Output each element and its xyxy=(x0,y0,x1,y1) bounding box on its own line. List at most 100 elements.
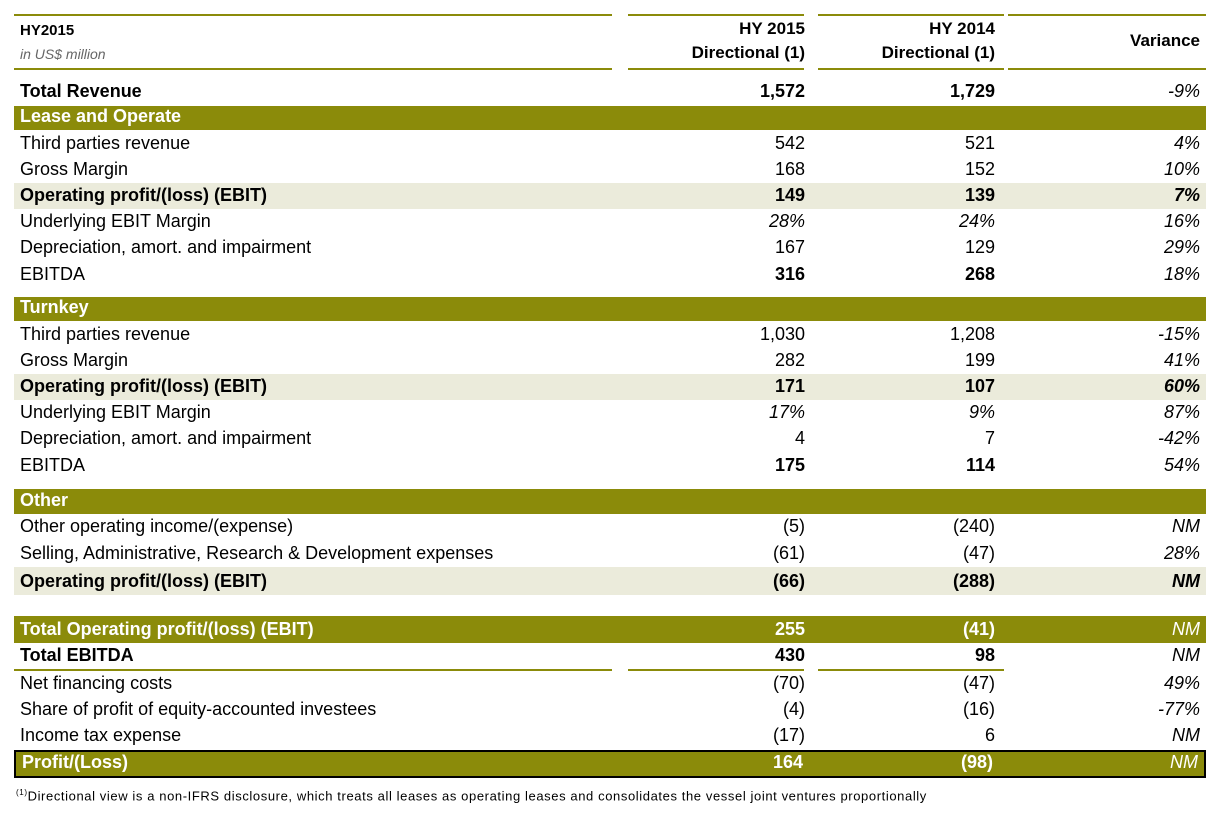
row-label: Total EBITDA xyxy=(20,645,134,665)
row-label: Depreciation, amort. and impairment xyxy=(20,237,312,257)
value-variance: 49% xyxy=(1163,673,1200,693)
value-variance: 16% xyxy=(1163,211,1200,231)
value-hy2014: 199 xyxy=(964,350,995,370)
row-label: Profit/(Loss) xyxy=(22,752,128,772)
row-label: Total Operating profit/(loss) (EBIT) xyxy=(20,619,314,639)
value-hy2014: 1,208 xyxy=(949,324,995,344)
value-hy2015: 168 xyxy=(774,159,805,179)
row-label: Share of profit of equity-accounted inve… xyxy=(20,699,377,719)
row-tk-depreciation: Depreciation, amort. and impairment 4 7 … xyxy=(14,426,1206,452)
value-variance: 4% xyxy=(1173,133,1200,153)
value-hy2015: 255 xyxy=(774,619,805,639)
value-variance: -77% xyxy=(1157,699,1200,719)
row-total-ebitda: Total EBITDA 430 98 NM xyxy=(14,644,1206,669)
section-turnkey: Turnkey xyxy=(14,297,1206,321)
value-hy2014: 107 xyxy=(964,376,995,396)
value-variance: 7% xyxy=(1173,185,1200,205)
value-hy2014: (98) xyxy=(960,752,993,772)
column-header-line: Directional (1) xyxy=(691,43,805,62)
value-variance: 54% xyxy=(1163,455,1200,475)
table-units: in US$ million xyxy=(20,46,106,62)
row-label: Other operating income/(expense) xyxy=(20,516,294,536)
section-other: Other xyxy=(14,489,1206,514)
row-lo-ebit: Operating profit/(loss) (EBIT) 149 139 7… xyxy=(14,183,1206,209)
row-lo-ebit-margin: Underlying EBIT Margin 28% 24% 16% xyxy=(14,209,1206,235)
value-hy2014: 139 xyxy=(964,185,995,205)
column-header-line: Directional (1) xyxy=(881,43,995,62)
footnote-text: Directional view is a non-IFRS disclosur… xyxy=(27,788,927,804)
value-variance: NM xyxy=(1172,619,1200,639)
value-hy2014: 98 xyxy=(974,645,995,665)
value-hy2015: (5) xyxy=(783,516,805,536)
row-lo-ebitda: EBITDA 316 268 18% xyxy=(14,261,1206,288)
value-hy2014: 152 xyxy=(964,159,995,179)
value-hy2014: 521 xyxy=(964,133,995,153)
row-label: EBITDA xyxy=(20,264,86,284)
value-hy2014: (47) xyxy=(962,673,995,693)
value-hy2015: 28% xyxy=(768,211,805,231)
value-hy2014: 1,729 xyxy=(949,81,995,101)
value-variance: 60% xyxy=(1163,376,1200,396)
row-label: EBITDA xyxy=(20,455,86,475)
value-variance: NM xyxy=(1172,571,1200,591)
total-ebitda-underline xyxy=(818,669,1004,671)
value-hy2014: 7 xyxy=(984,428,995,448)
value-hy2015: 1,030 xyxy=(759,324,805,344)
value-hy2015: (70) xyxy=(772,673,805,693)
row-net-financing-costs: Net financing costs (70) (47) 49% xyxy=(14,671,1206,697)
row-other-ebit: Operating profit/(loss) (EBIT) (66) (288… xyxy=(14,567,1206,595)
header-rule xyxy=(14,14,612,16)
row-label: Gross Margin xyxy=(20,350,129,370)
value-hy2015: 164 xyxy=(772,752,803,772)
value-variance: 29% xyxy=(1163,237,1200,257)
column-header-hy2015: HY 2015 Directional (1) xyxy=(692,17,805,65)
column-header-hy2014: HY 2014 Directional (1) xyxy=(882,17,995,65)
row-total-ebit: Total Operating profit/(loss) (EBIT) 255… xyxy=(14,616,1206,643)
value-hy2015: 149 xyxy=(774,185,805,205)
value-variance: 87% xyxy=(1163,402,1200,422)
value-variance: NM xyxy=(1170,752,1198,772)
row-lo-third-parties-revenue: Third parties revenue 542 521 4% xyxy=(14,131,1206,157)
section-label: Lease and Operate xyxy=(20,106,182,126)
value-variance: -42% xyxy=(1157,428,1200,448)
value-hy2014: (16) xyxy=(962,699,995,719)
value-hy2015: 171 xyxy=(774,376,805,396)
header-rule xyxy=(818,68,1004,70)
section-lease-and-operate: Lease and Operate xyxy=(14,106,1206,130)
value-variance: 10% xyxy=(1163,159,1200,179)
value-hy2015: 316 xyxy=(774,264,805,284)
row-label: Income tax expense xyxy=(20,725,182,745)
row-lo-gross-margin: Gross Margin 168 152 10% xyxy=(14,157,1206,183)
value-hy2015: 175 xyxy=(774,455,805,475)
value-hy2015: (17) xyxy=(772,725,805,745)
row-label: Third parties revenue xyxy=(20,133,191,153)
row-tk-ebit: Operating profit/(loss) (EBIT) 171 107 6… xyxy=(14,374,1206,400)
value-variance: NM xyxy=(1172,645,1200,665)
row-share-of-profit: Share of profit of equity-accounted inve… xyxy=(14,697,1206,723)
row-income-tax: Income tax expense (17) 6 NM xyxy=(14,723,1206,749)
row-tk-ebit-margin: Underlying EBIT Margin 17% 9% 87% xyxy=(14,400,1206,426)
header-rule xyxy=(628,68,804,70)
value-hy2015: (66) xyxy=(772,571,805,591)
row-label: Underlying EBIT Margin xyxy=(20,402,211,422)
row-profit-loss: Profit/(Loss) 164 (98) NM xyxy=(14,750,1206,778)
row-label: Operating profit/(loss) (EBIT) xyxy=(20,185,267,205)
value-variance: 18% xyxy=(1163,264,1200,284)
value-hy2015: 4 xyxy=(794,428,805,448)
section-label: Other xyxy=(20,490,69,510)
value-hy2014: 9% xyxy=(968,402,995,422)
column-header-line: HY 2014 xyxy=(929,19,995,38)
row-label: Net financing costs xyxy=(20,673,173,693)
value-hy2014: (240) xyxy=(952,516,995,536)
row-label: Underlying EBIT Margin xyxy=(20,211,211,231)
row-tk-gross-margin: Gross Margin 282 199 41% xyxy=(14,348,1206,374)
value-hy2014: 268 xyxy=(964,264,995,284)
header-rule xyxy=(14,68,612,70)
row-lo-depreciation: Depreciation, amort. and impairment 167 … xyxy=(14,235,1206,261)
value-variance: NM xyxy=(1172,725,1200,745)
value-variance: -9% xyxy=(1167,81,1200,101)
row-tk-ebitda: EBITDA 175 114 54% xyxy=(14,452,1206,479)
table-title: HY2015 xyxy=(20,22,75,39)
value-hy2015: (61) xyxy=(772,543,805,563)
